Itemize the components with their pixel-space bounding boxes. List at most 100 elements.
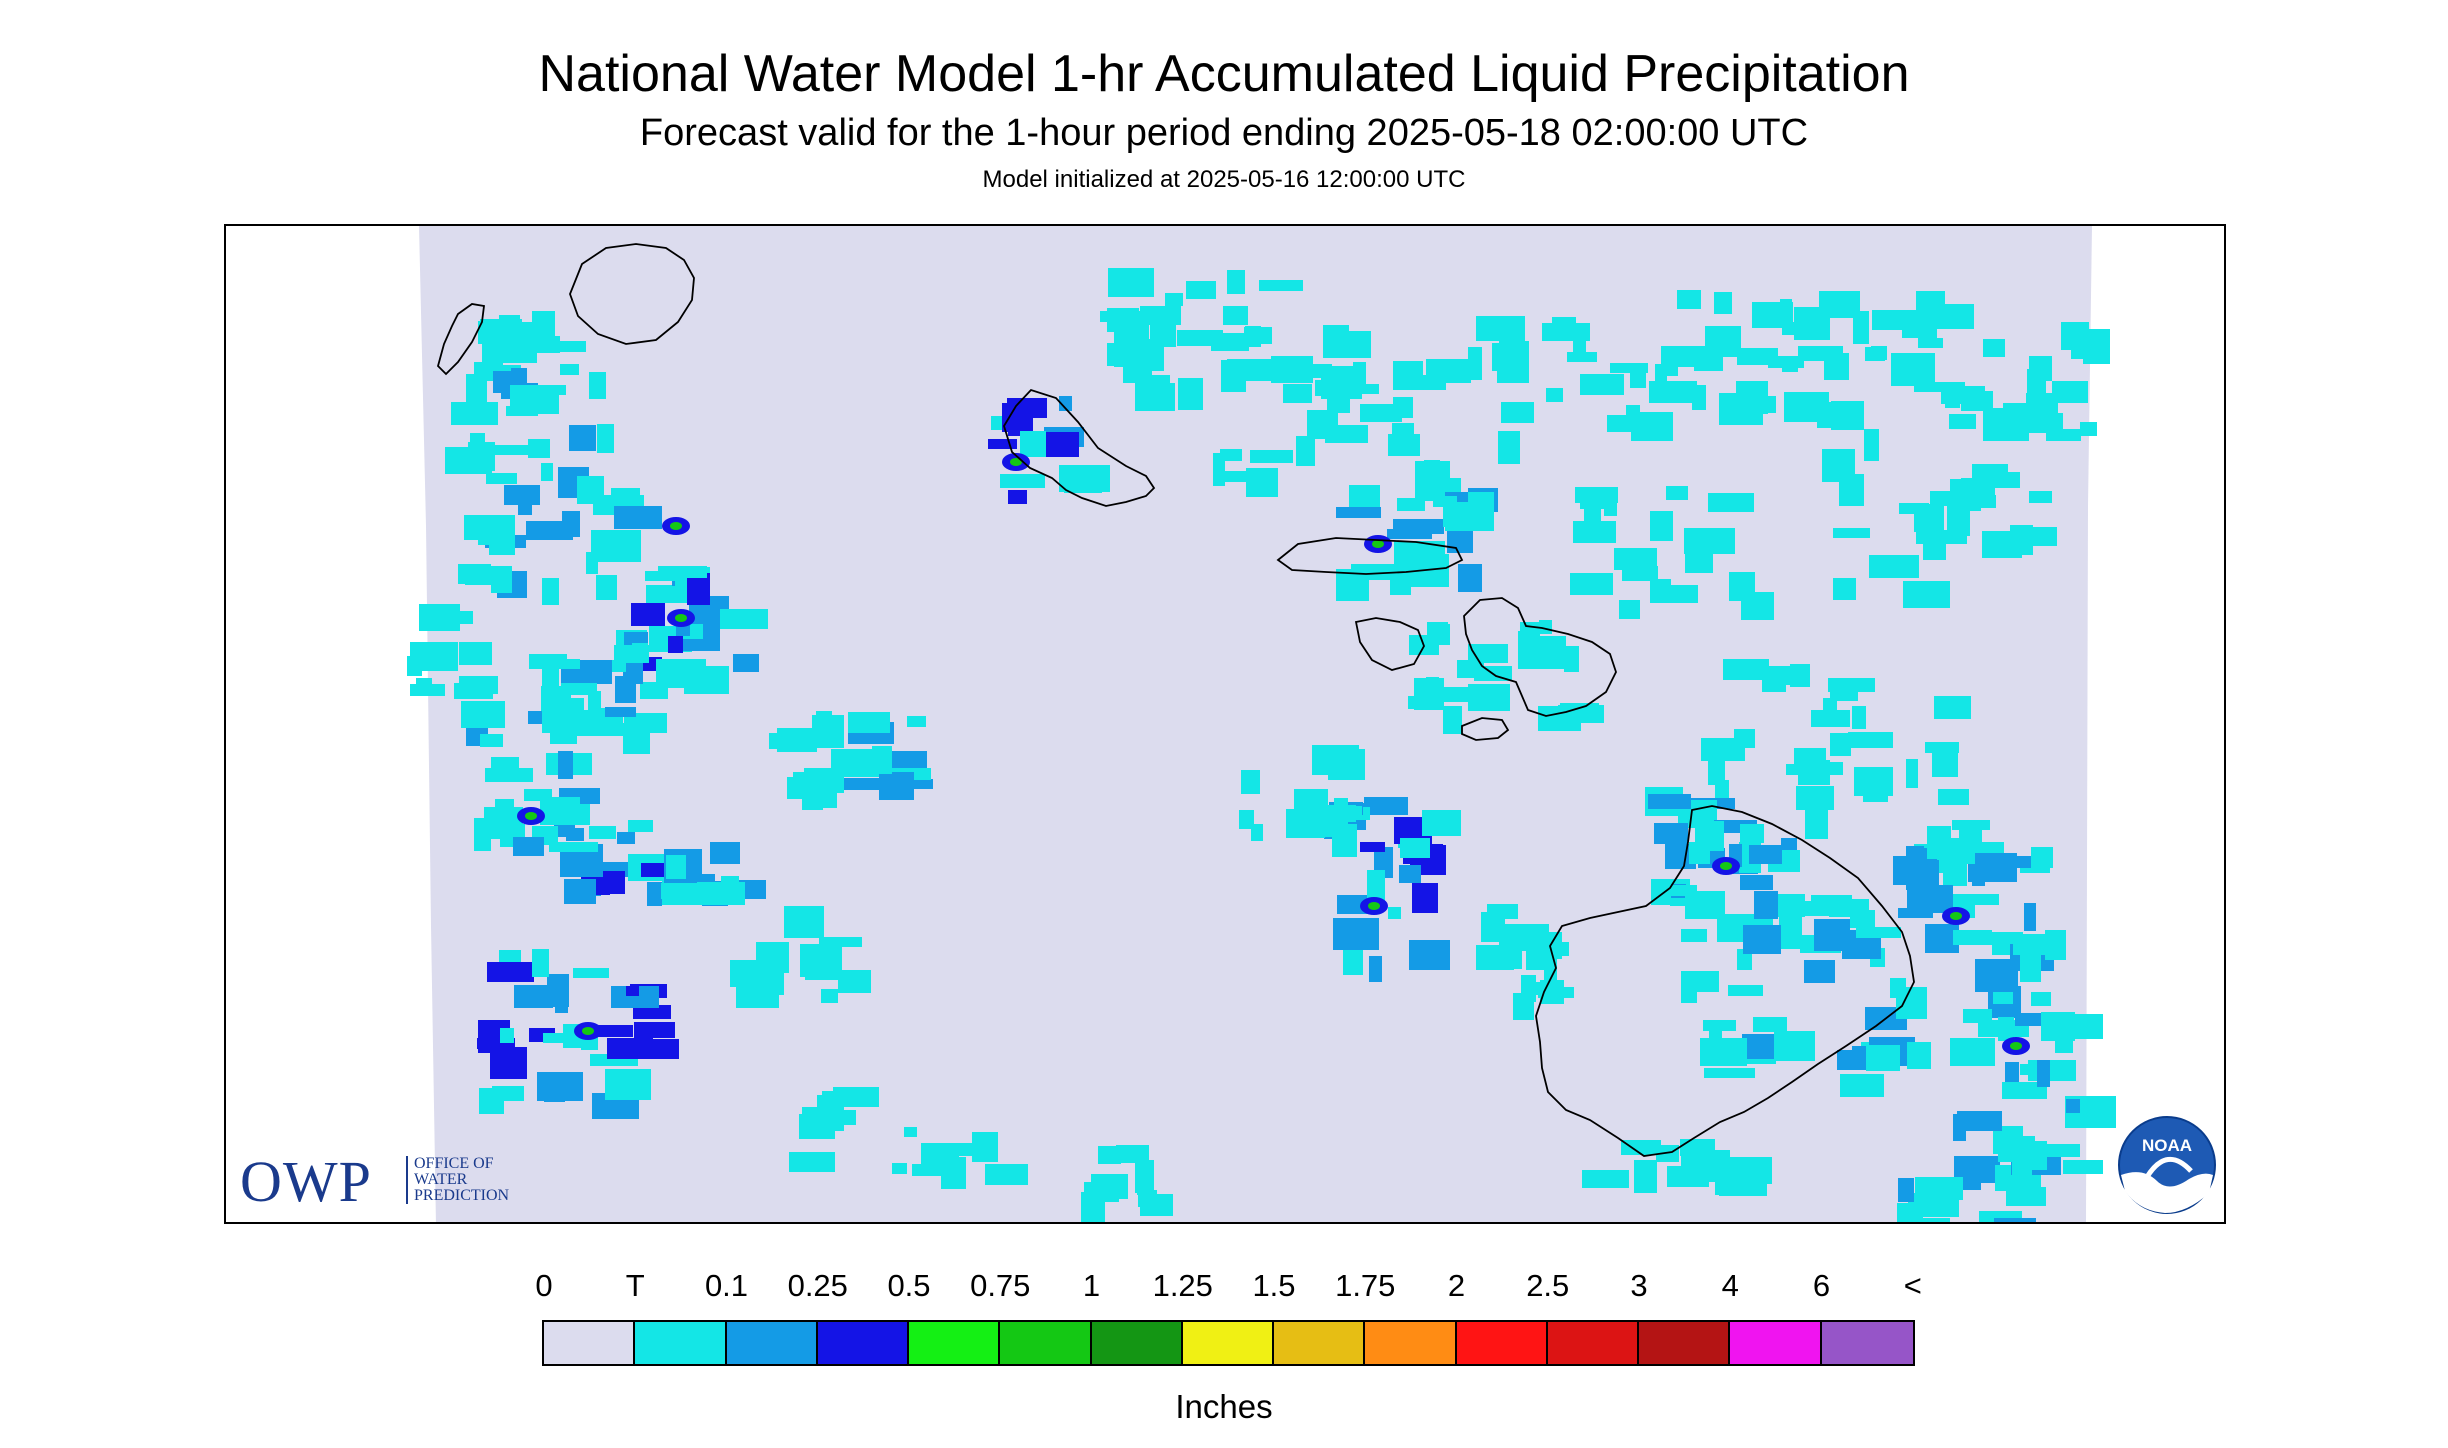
precip-cell: [1520, 622, 1540, 638]
precip-cell: [1734, 729, 1755, 748]
precip-cell: [1852, 706, 1866, 729]
precip-cell: [543, 1033, 593, 1043]
precip-cell: [1400, 838, 1430, 858]
precip-cell: [1854, 767, 1893, 796]
noaa-logo: NOAA: [2118, 1116, 2216, 1214]
precip-cell: [1498, 431, 1520, 464]
precip-cell: [1661, 346, 1708, 367]
precip-cell: [907, 716, 926, 727]
precip-cell: [611, 488, 640, 499]
precip-cell: [1433, 496, 1457, 507]
precip-cell: [573, 968, 609, 978]
precip-cell: [542, 701, 565, 733]
legend-swatch: [1365, 1322, 1457, 1364]
precip-cell: [1774, 1031, 1815, 1061]
precip-cell: [410, 684, 445, 696]
legend-tick-label: 2: [1447, 1268, 1466, 1303]
legend-tick-label: 1.25: [1152, 1268, 1213, 1303]
owp-logo-name: OFFICE OF WATER PREDICTION: [406, 1156, 509, 1204]
precip-cell: [1927, 826, 1951, 859]
precip-cell: [1390, 570, 1411, 595]
precip-cell: [495, 799, 514, 829]
legend-swatch: [1547, 1322, 1639, 1364]
precip-cell: [1336, 507, 1381, 518]
legend-tick-label: 1: [1082, 1268, 1101, 1303]
precip-cell: [542, 578, 559, 605]
precip-cell: [1848, 732, 1893, 748]
legend-tick-label: 1.5: [1252, 1268, 1296, 1303]
precip-cell: [1719, 1170, 1767, 1196]
precip-cell: [1614, 548, 1657, 570]
coast-maui: [1463, 597, 1617, 717]
precip-cell: [892, 1163, 907, 1174]
precip-cell: [1399, 865, 1421, 883]
precip-cell: [1743, 925, 1781, 954]
precip-cell: [478, 527, 501, 545]
owp-logo-line: PREDICTION: [414, 1187, 510, 1204]
precip-cell: [1906, 860, 1939, 890]
precip-cell: [1227, 270, 1245, 294]
precip-cell: [1426, 359, 1471, 383]
precip-cell: [510, 385, 559, 414]
precip-core-peak: [1368, 902, 1380, 910]
coast-niihau: [436, 303, 486, 376]
precip-cell: [730, 960, 773, 987]
precip-cell: [1360, 842, 1385, 852]
precip-cell: [872, 746, 892, 774]
precip-cell: [589, 826, 616, 839]
precip-cell: [1312, 745, 1359, 775]
precip-cell: [514, 985, 553, 1008]
legend-tick-label: 0.25: [787, 1268, 848, 1303]
precip-cell: [1251, 824, 1263, 841]
precip-cell: [454, 683, 493, 699]
precip-cell: [1945, 390, 1960, 408]
coastlines: [436, 243, 1915, 1157]
precip-cell: [558, 751, 573, 779]
coast-molokai: [1276, 537, 1464, 575]
precip-cell: [623, 723, 650, 754]
precip-cell: [633, 1005, 671, 1019]
precip-cell: [1259, 280, 1303, 291]
precip-cell: [451, 402, 498, 425]
precip-cell: [1918, 338, 1943, 348]
precip-cell: [2029, 356, 2052, 381]
coast-lanai: [1354, 617, 1425, 671]
precip-cell: [1982, 531, 2022, 558]
precip-cell: [594, 1025, 633, 1037]
precip-cell: [1979, 495, 1996, 508]
precip-cell: [1412, 883, 1438, 913]
precip-cell: [985, 1164, 1028, 1185]
precip-cell: [1223, 306, 1248, 325]
precip-cell: [647, 882, 662, 906]
precip-cell: [1972, 464, 2008, 487]
precip-cell: [554, 341, 586, 352]
precip-cell: [1323, 331, 1371, 358]
precip-cell: [1980, 1211, 2022, 1222]
precip-cell: [410, 642, 458, 671]
precip-cell: [1186, 281, 1216, 299]
legend-tick-label: 3: [1630, 1268, 1648, 1303]
precip-cell: [848, 712, 890, 733]
precip-cell: [1869, 555, 1919, 578]
precip-cell: [1040, 432, 1079, 457]
precip-cell: [1935, 754, 1954, 777]
precip-cell: [1222, 471, 1247, 482]
precip-cell: [518, 488, 532, 515]
precip-cell: [802, 785, 823, 810]
precip-cell: [617, 832, 635, 844]
precip-cell: [1315, 380, 1353, 396]
precip-cell: [1681, 929, 1707, 942]
precip-cell: [1714, 292, 1732, 314]
precip-cell: [1737, 396, 1776, 413]
owp-logo-letters: OWP: [240, 1149, 372, 1214]
precip-cell: [1397, 498, 1425, 511]
precip-cell: [1626, 405, 1640, 426]
precip-cell: [634, 1022, 675, 1038]
precip-cell: [1353, 362, 1366, 384]
precip-cell: [549, 842, 598, 852]
precip-cell: [833, 1087, 879, 1107]
precip-cells: [407, 268, 2116, 1222]
map-canvas: [407, 226, 2116, 1222]
precip-cell: [1840, 1074, 1884, 1097]
precip-cell: [1650, 511, 1673, 541]
